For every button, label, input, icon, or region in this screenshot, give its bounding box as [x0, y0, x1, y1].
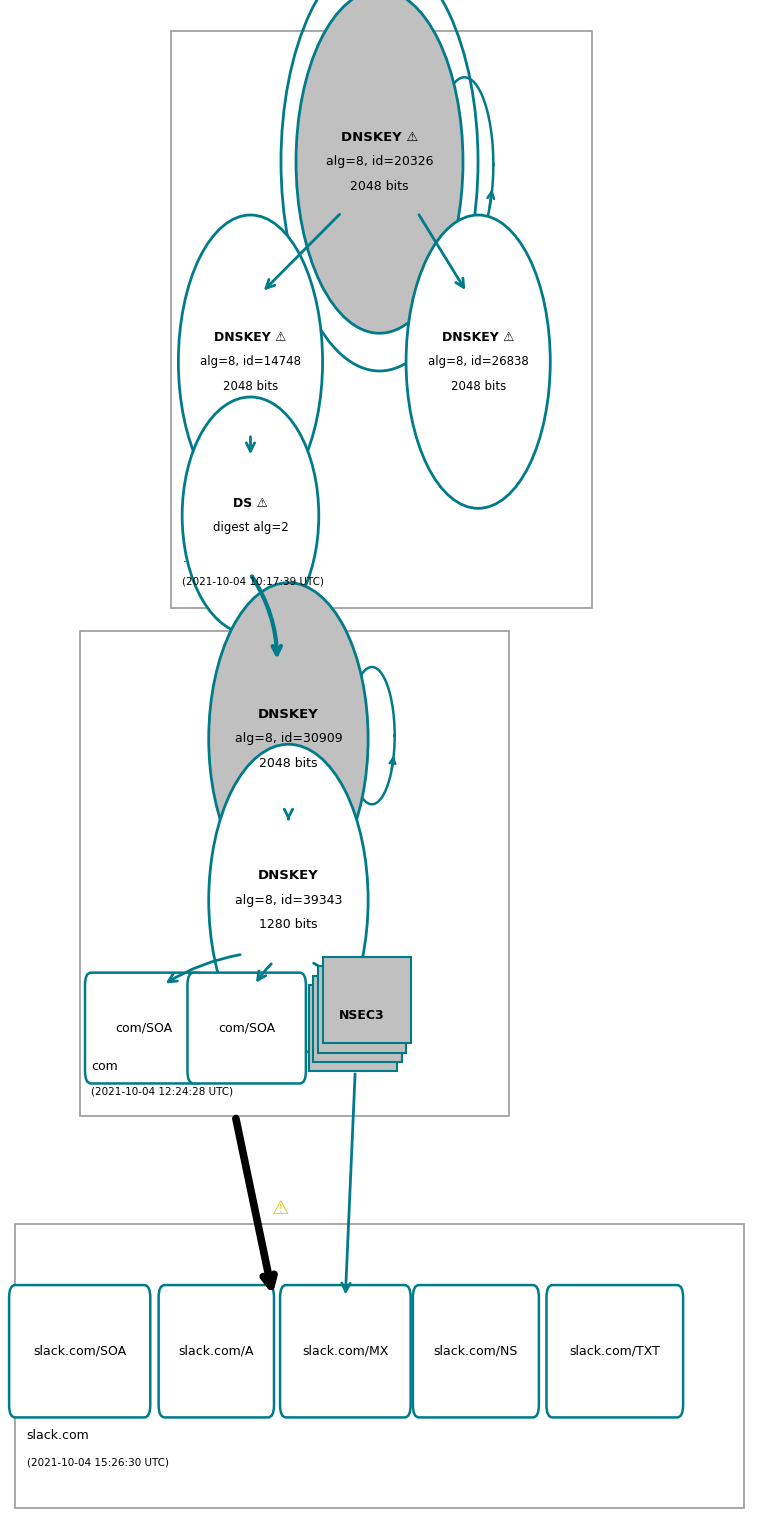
Text: com: com — [91, 1060, 118, 1073]
Text: 2048 bits: 2048 bits — [451, 380, 505, 392]
FancyBboxPatch shape — [80, 631, 509, 1116]
Ellipse shape — [296, 0, 463, 334]
Text: .: . — [182, 553, 186, 565]
FancyBboxPatch shape — [187, 973, 306, 1083]
FancyBboxPatch shape — [313, 976, 402, 1062]
Text: 2048 bits: 2048 bits — [350, 180, 409, 192]
Text: (2021-10-04 10:17:39 UTC): (2021-10-04 10:17:39 UTC) — [182, 577, 324, 586]
Text: DNSKEY: DNSKEY — [258, 870, 319, 882]
Text: ⚠: ⚠ — [272, 1199, 290, 1217]
Text: 1280 bits: 1280 bits — [259, 919, 318, 931]
Text: slack.com/A: slack.com/A — [178, 1345, 254, 1357]
Text: slack.com/SOA: slack.com/SOA — [33, 1345, 126, 1357]
Text: slack.com/NS: slack.com/NS — [433, 1345, 518, 1357]
FancyBboxPatch shape — [159, 1285, 274, 1417]
Text: com/SOA: com/SOA — [218, 1022, 276, 1034]
Text: alg=8, id=26838: alg=8, id=26838 — [428, 356, 528, 368]
Ellipse shape — [209, 745, 368, 1056]
Text: DNSKEY ⚠: DNSKEY ⚠ — [442, 331, 515, 343]
Text: 2048 bits: 2048 bits — [259, 757, 318, 770]
Text: alg=8, id=20326: alg=8, id=20326 — [326, 155, 433, 168]
Text: 2048 bits: 2048 bits — [223, 380, 278, 392]
Text: digest alg=2: digest alg=2 — [213, 522, 288, 534]
Text: DS ⚠: DS ⚠ — [233, 497, 268, 509]
FancyBboxPatch shape — [171, 31, 592, 608]
FancyBboxPatch shape — [15, 1224, 744, 1508]
FancyBboxPatch shape — [85, 973, 203, 1083]
Text: (2021-10-04 15:26:30 UTC): (2021-10-04 15:26:30 UTC) — [27, 1457, 168, 1467]
Text: DNSKEY ⚠: DNSKEY ⚠ — [341, 131, 418, 143]
FancyBboxPatch shape — [280, 1285, 411, 1417]
Text: DNSKEY ⚠: DNSKEY ⚠ — [214, 331, 287, 343]
FancyBboxPatch shape — [9, 1285, 150, 1417]
FancyBboxPatch shape — [413, 1285, 539, 1417]
Text: (2021-10-04 12:24:28 UTC): (2021-10-04 12:24:28 UTC) — [91, 1087, 233, 1096]
Text: alg=8, id=30909: alg=8, id=30909 — [235, 733, 342, 745]
Text: slack.com/TXT: slack.com/TXT — [569, 1345, 660, 1357]
Text: slack.com: slack.com — [27, 1430, 90, 1442]
Ellipse shape — [406, 215, 550, 508]
FancyBboxPatch shape — [318, 966, 406, 1053]
Text: alg=8, id=39343: alg=8, id=39343 — [235, 894, 342, 906]
Text: alg=8, id=14748: alg=8, id=14748 — [200, 356, 301, 368]
FancyBboxPatch shape — [309, 985, 397, 1071]
Text: NSEC3: NSEC3 — [339, 1010, 385, 1022]
Ellipse shape — [209, 583, 368, 894]
FancyBboxPatch shape — [323, 957, 411, 1043]
Text: DNSKEY: DNSKEY — [258, 708, 319, 720]
FancyBboxPatch shape — [546, 1285, 683, 1417]
Ellipse shape — [182, 397, 319, 634]
Ellipse shape — [178, 215, 323, 508]
Text: slack.com/MX: slack.com/MX — [302, 1345, 389, 1357]
Text: com/SOA: com/SOA — [115, 1022, 173, 1034]
